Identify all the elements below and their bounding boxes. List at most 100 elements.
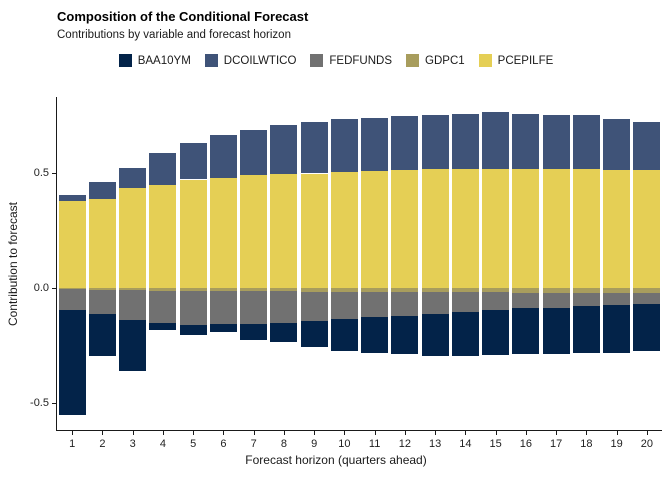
bar-segment-dcoilwtico xyxy=(149,152,176,186)
bar-segment-pcepilfe xyxy=(391,170,418,289)
bar-segment-pcepilfe xyxy=(633,170,660,289)
bar-segment-dcoilwtico xyxy=(573,115,600,170)
x-tick-label: 17 xyxy=(550,438,563,450)
bar-segment-baa10ym xyxy=(149,322,176,330)
x-tick-mark xyxy=(102,431,104,435)
bar-segment-dcoilwtico xyxy=(59,195,86,202)
bar-segment-baa10ym xyxy=(422,314,449,356)
bar-segment-baa10ym xyxy=(59,309,86,415)
x-tick-mark xyxy=(525,431,527,435)
legend-item-pcepilfe: PCEPILFE xyxy=(478,54,553,67)
bar-segment-baa10ym xyxy=(512,308,539,354)
legend-swatch-icon xyxy=(118,54,132,67)
bar-segment-fedfunds xyxy=(573,292,600,306)
bar-segment-fedfunds xyxy=(240,291,267,325)
bar-segment-baa10ym xyxy=(391,315,418,355)
y-tick-mark xyxy=(52,288,56,290)
bar-segment-baa10ym xyxy=(361,316,388,354)
bar-segment-dcoilwtico xyxy=(301,122,328,174)
x-tick-mark xyxy=(646,431,648,435)
bar-segment-dcoilwtico xyxy=(452,113,479,169)
legend-swatch-icon xyxy=(204,54,218,67)
bar-segment-baa10ym xyxy=(270,323,297,343)
legend-swatch-icon xyxy=(310,54,324,67)
x-tick-mark xyxy=(465,431,467,435)
x-tick-mark xyxy=(495,431,497,435)
x-tick-mark xyxy=(344,431,346,435)
bar-segment-dcoilwtico xyxy=(180,142,207,180)
bar-segment-baa10ym xyxy=(301,320,328,347)
bar-segment-gdpc1 xyxy=(452,288,479,293)
bar-segment-pcepilfe xyxy=(270,174,297,289)
bar-segment-gdpc1 xyxy=(119,288,146,291)
bar-segment-gdpc1 xyxy=(512,288,539,293)
bar-segment-pcepilfe xyxy=(452,168,479,289)
bar-segment-dcoilwtico xyxy=(240,130,267,176)
bar-segment-baa10ym xyxy=(603,304,630,353)
bar-segment-dcoilwtico xyxy=(482,112,509,169)
bar-segment-fedfunds xyxy=(543,292,570,308)
bar-segment-pcepilfe xyxy=(603,170,630,289)
legend-label: FEDFUNDS xyxy=(329,54,393,67)
x-tick-label: 15 xyxy=(489,438,502,450)
bar-segment-pcepilfe xyxy=(301,173,328,289)
x-tick-mark xyxy=(374,431,376,435)
bar-segment-fedfunds xyxy=(210,291,237,324)
x-tick-label: 8 xyxy=(280,438,287,450)
bar-segment-pcepilfe xyxy=(512,168,539,289)
x-tick-label: 7 xyxy=(250,438,257,450)
bar-segment-dcoilwtico xyxy=(89,181,116,200)
bar-segment-fedfunds xyxy=(119,290,146,320)
y-tick-mark xyxy=(52,403,56,405)
bar-segment-pcepilfe xyxy=(149,185,176,289)
bar-segment-gdpc1 xyxy=(422,288,449,293)
x-tick-label: 10 xyxy=(338,438,351,450)
bar-segment-gdpc1 xyxy=(240,288,267,292)
bar-segment-fedfunds xyxy=(331,291,358,319)
x-tick-mark xyxy=(616,431,618,435)
legend-label: BAA10YM xyxy=(137,54,191,67)
bar-segment-pcepilfe xyxy=(180,179,207,289)
bar-segment-pcepilfe xyxy=(573,169,600,289)
legend-swatch-icon xyxy=(406,54,420,67)
y-axis-title: Contribution to forecast xyxy=(6,201,20,327)
x-tick-mark xyxy=(162,431,164,435)
x-tick-label: 18 xyxy=(580,438,593,450)
bar-segment-fedfunds xyxy=(512,292,539,309)
legend-label: DCOILWTICO xyxy=(223,54,297,67)
bar-segment-fedfunds xyxy=(603,293,630,305)
legend-item-baa10ym: BAA10YM xyxy=(118,54,191,67)
x-tick-label: 20 xyxy=(640,438,653,450)
legend-item-fedfunds: FEDFUNDS xyxy=(310,54,392,67)
bar-segment-gdpc1 xyxy=(59,288,86,290)
bar-segment-dcoilwtico xyxy=(603,118,630,171)
bar-segment-pcepilfe xyxy=(240,175,267,289)
bar-segment-baa10ym xyxy=(633,303,660,352)
bar-segment-fedfunds xyxy=(482,292,509,310)
bar-segment-gdpc1 xyxy=(270,288,297,292)
x-axis-line xyxy=(56,430,662,431)
x-tick-mark xyxy=(72,431,74,435)
bar-segment-dcoilwtico xyxy=(422,114,449,170)
bar-segment-baa10ym xyxy=(573,305,600,354)
bar-segment-pcepilfe xyxy=(210,177,237,289)
bar-segment-pcepilfe xyxy=(482,168,509,289)
y-axis-line xyxy=(56,97,57,431)
bar-segment-baa10ym xyxy=(210,323,237,332)
y-tick-label: 0.0 xyxy=(33,282,49,295)
bar-segment-gdpc1 xyxy=(391,288,418,293)
bar-segment-dcoilwtico xyxy=(391,116,418,171)
bar-segment-gdpc1 xyxy=(301,288,328,292)
x-tick-label: 3 xyxy=(129,438,136,450)
bar-segment-fedfunds xyxy=(452,292,479,312)
bar-segment-dcoilwtico xyxy=(361,117,388,172)
bar-segment-baa10ym xyxy=(240,324,267,340)
x-tick-label: 16 xyxy=(519,438,532,450)
bar-segment-gdpc1 xyxy=(633,288,660,294)
bar-segment-baa10ym xyxy=(180,324,207,335)
chart-legend: BAA10YM DCOILWTICO FEDFUNDS GDPC1 PCEPILFE xyxy=(0,54,672,67)
bar-segment-fedfunds xyxy=(149,290,176,323)
x-tick-mark xyxy=(586,431,588,435)
bar-segment-baa10ym xyxy=(452,311,479,356)
